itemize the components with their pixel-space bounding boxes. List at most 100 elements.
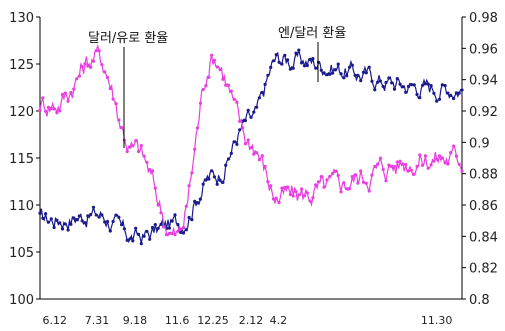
series-point-eurusd bbox=[376, 162, 380, 166]
series-point-usdjpy bbox=[333, 68, 337, 72]
series-point-usdjpy bbox=[58, 221, 62, 225]
series-point-usdjpy bbox=[170, 219, 174, 223]
series-point-eurusd bbox=[333, 169, 337, 173]
series-point-usdjpy bbox=[255, 105, 259, 109]
series-point-usdjpy bbox=[415, 92, 419, 97]
series-point-usdjpy bbox=[356, 73, 360, 77]
series-point-eurusd bbox=[370, 173, 374, 177]
series-point-eurusd bbox=[342, 181, 346, 185]
series-point-eurusd bbox=[283, 185, 287, 190]
series-point-eurusd bbox=[134, 139, 138, 143]
series-point-usdjpy bbox=[139, 242, 143, 246]
series-point-eurusd bbox=[280, 186, 284, 190]
series-point-eurusd bbox=[412, 172, 416, 176]
series-point-eurusd bbox=[49, 106, 53, 110]
series-point-usdjpy bbox=[105, 220, 110, 224]
series-point-usdjpy bbox=[308, 57, 312, 62]
series-point-eurusd bbox=[66, 99, 70, 103]
series-point-usdjpy bbox=[148, 237, 152, 241]
series-point-eurusd bbox=[193, 147, 197, 151]
series-point-eurusd bbox=[60, 92, 65, 97]
series-point-usdjpy bbox=[179, 230, 183, 234]
series-point-eurusd bbox=[125, 149, 129, 154]
series-point-eurusd bbox=[80, 64, 84, 69]
series-point-usdjpy bbox=[97, 215, 101, 219]
series-point-usdjpy bbox=[136, 232, 141, 236]
series-point-usdjpy bbox=[305, 63, 309, 68]
series-point-eurusd bbox=[311, 196, 315, 200]
series-point-usdjpy bbox=[173, 213, 177, 217]
series-point-usdjpy bbox=[322, 71, 326, 75]
series-point-eurusd bbox=[215, 65, 219, 69]
series-point-eurusd bbox=[117, 118, 121, 122]
series-point-eurusd bbox=[252, 152, 256, 156]
series-point-usdjpy bbox=[91, 205, 96, 209]
series-point-eurusd bbox=[195, 126, 200, 130]
series-point-eurusd bbox=[89, 65, 93, 69]
series-point-eurusd bbox=[210, 53, 214, 57]
series-point-usdjpy bbox=[89, 213, 93, 217]
series-point-eurusd bbox=[145, 160, 149, 164]
series-point-eurusd bbox=[131, 144, 135, 148]
series-point-eurusd bbox=[415, 164, 419, 168]
series-point-usdjpy bbox=[373, 88, 377, 92]
series-point-eurusd bbox=[429, 163, 433, 167]
series-point-usdjpy bbox=[345, 74, 349, 78]
series-point-eurusd bbox=[336, 173, 340, 177]
right-tick-label: 0.86 bbox=[469, 199, 498, 214]
series-point-usdjpy bbox=[361, 70, 366, 74]
right-tick-label: 0.82 bbox=[469, 262, 498, 277]
right-tick-label: 0.9 bbox=[469, 136, 490, 151]
series-point-usdjpy bbox=[280, 62, 284, 66]
right-tick-label: 0.88 bbox=[469, 168, 498, 183]
series-point-eurusd bbox=[46, 105, 51, 109]
series-point-usdjpy bbox=[406, 84, 411, 89]
series-point-eurusd bbox=[86, 64, 90, 68]
series-point-eurusd bbox=[226, 83, 231, 87]
series-point-eurusd bbox=[331, 171, 335, 176]
series-point-usdjpy bbox=[142, 234, 146, 238]
series-point-eurusd bbox=[173, 233, 177, 237]
series-point-usdjpy bbox=[41, 216, 45, 220]
series-point-eurusd bbox=[460, 169, 464, 173]
series-point-eurusd bbox=[221, 77, 225, 81]
series-point-usdjpy bbox=[283, 53, 287, 58]
series-point-usdjpy bbox=[159, 222, 163, 226]
series-point-usdjpy bbox=[195, 201, 200, 205]
series-point-usdjpy bbox=[221, 180, 225, 184]
series-point-usdjpy bbox=[395, 77, 399, 81]
series-point-usdjpy bbox=[277, 60, 281, 64]
series-point-eurusd bbox=[63, 91, 67, 95]
series-line-eurusd bbox=[39, 43, 463, 237]
series-point-usdjpy bbox=[398, 82, 402, 86]
series-point-eurusd bbox=[150, 169, 155, 173]
series-point-eurusd bbox=[69, 91, 73, 95]
series-point-usdjpy bbox=[55, 218, 59, 222]
series-point-usdjpy bbox=[404, 90, 408, 94]
series-point-eurusd bbox=[266, 180, 270, 184]
series-point-eurusd bbox=[103, 70, 107, 74]
series-point-usdjpy bbox=[300, 61, 304, 65]
series-point-eurusd bbox=[114, 102, 118, 106]
series-point-eurusd bbox=[41, 96, 45, 100]
x-tick-label: 9.18 bbox=[123, 314, 148, 327]
series-point-usdjpy bbox=[291, 66, 295, 70]
series-point-eurusd bbox=[300, 187, 304, 191]
series-point-eurusd bbox=[148, 168, 152, 172]
series-point-usdjpy bbox=[350, 63, 354, 67]
series-point-usdjpy bbox=[314, 66, 318, 70]
series-point-eurusd bbox=[288, 192, 292, 197]
axes-group: 100 105 110 115 120 125 130 0.8 0.82 0.84 0.86 0.88… bbox=[9, 11, 498, 308]
series-point-eurusd bbox=[398, 159, 402, 163]
series-point-eurusd bbox=[139, 144, 143, 148]
x-tick-label: 11.30 bbox=[421, 314, 453, 327]
series-point-eurusd bbox=[291, 194, 295, 198]
right-tick-label: 0.8 bbox=[469, 293, 490, 308]
series-point-usdjpy bbox=[347, 65, 352, 69]
series-point-usdjpy bbox=[418, 96, 422, 100]
series-point-eurusd bbox=[204, 84, 208, 88]
series-point-usdjpy bbox=[44, 212, 48, 216]
x-tick-label: 4.2 bbox=[270, 314, 288, 327]
series-point-eurusd bbox=[426, 166, 430, 170]
series-point-usdjpy bbox=[207, 177, 211, 181]
